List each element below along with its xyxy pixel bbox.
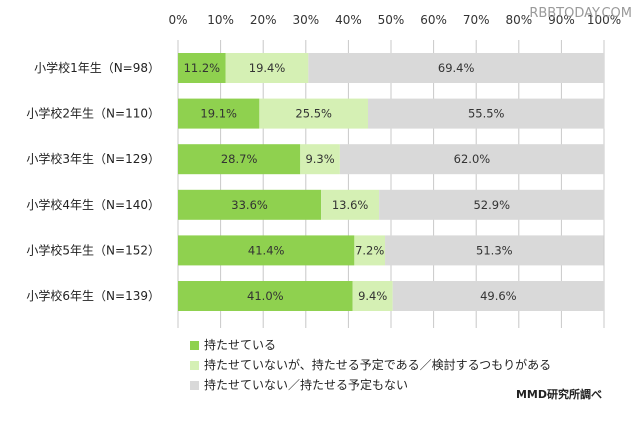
x-tick-label: 50% xyxy=(378,13,405,27)
bar-segment xyxy=(367,98,605,129)
bar-segment xyxy=(178,53,226,83)
bar-segment xyxy=(352,281,393,311)
data-label: 9.4% xyxy=(358,289,387,303)
x-tick-label: 100% xyxy=(587,13,621,27)
data-label: 33.6% xyxy=(231,198,268,212)
bar-segment xyxy=(178,144,301,175)
bar-segment xyxy=(225,53,309,83)
legend-label: 持たせていないが、持たせる予定である／検討するつもりがある xyxy=(204,357,551,372)
data-label: 28.7% xyxy=(221,152,258,166)
site-watermark: RBBTODAY.COM xyxy=(529,6,632,21)
data-label: 51.3% xyxy=(476,243,513,257)
bar-segment xyxy=(178,235,355,266)
bar-segment xyxy=(339,144,604,175)
data-label: 49.6% xyxy=(480,289,517,303)
data-label: 11.2% xyxy=(184,61,221,75)
legend-swatch xyxy=(190,341,199,350)
source-credit: MMD研究所調べ xyxy=(516,387,602,401)
x-tick-label: 10% xyxy=(207,13,234,27)
category-label: 小学校3年生（N=129） xyxy=(26,151,160,166)
legend: 持たせている持たせていないが、持たせる予定である／検討するつもりがある持たせてい… xyxy=(190,337,551,392)
x-tick-label: 70% xyxy=(463,13,490,27)
data-label: 13.6% xyxy=(332,198,369,212)
legend-swatch xyxy=(190,361,199,370)
data-label: 9.3% xyxy=(305,152,334,166)
data-label: 25.5% xyxy=(295,107,332,121)
data-label: 41.0% xyxy=(247,289,284,303)
data-label: 62.0% xyxy=(454,152,491,166)
data-label: 69.4% xyxy=(438,61,475,75)
x-tick-label: 90% xyxy=(548,13,575,27)
category-labels: 小学校1年生（N=98） 小学校2年生（N=110） 小学校3年生（N=129） 小学… xyxy=(26,60,160,303)
data-label: 19.4% xyxy=(249,61,286,75)
category-label: 小学校6年生（N=139） xyxy=(26,288,160,303)
bar-segment xyxy=(392,281,604,311)
x-tick-label: 40% xyxy=(335,13,362,27)
bars: 11.2% 19.4% 69.4% 19.1% 25.5% 55.5% 28.7% 9.3% 6… xyxy=(178,53,605,311)
bar-segment xyxy=(259,98,368,129)
bar-segment xyxy=(321,189,380,220)
category-label: 小学校1年生（N=98） xyxy=(34,60,160,75)
category-label: 小学校4年生（N=140） xyxy=(26,197,160,212)
bar-segment xyxy=(178,98,260,129)
data-label: 7.2% xyxy=(355,243,384,257)
legend-swatch xyxy=(190,381,199,390)
bar-segment xyxy=(178,281,353,311)
data-label: 55.5% xyxy=(468,107,505,121)
x-axis-ticks: 0% 10% 20% 30% 40% 50% 60% 70% 80% 90% 100% xyxy=(168,13,621,27)
bar-segment xyxy=(178,189,322,220)
data-label: 41.4% xyxy=(248,243,285,257)
x-tick-label: 0% xyxy=(168,13,187,27)
gridlines xyxy=(177,40,605,328)
data-label: 52.9% xyxy=(473,198,510,212)
x-tick-label: 60% xyxy=(420,13,447,27)
data-label: 19.1% xyxy=(200,107,237,121)
bar-segment xyxy=(385,235,604,266)
legend-label: 持たせている xyxy=(204,337,276,352)
x-tick-label: 20% xyxy=(250,13,277,27)
category-label: 小学校5年生（N=152） xyxy=(26,242,160,257)
legend-label: 持たせていない／持たせる予定もない xyxy=(204,377,408,392)
x-tick-label: 80% xyxy=(505,13,532,27)
bar-segment xyxy=(379,189,605,220)
x-tick-label: 30% xyxy=(292,13,319,27)
bar-segment xyxy=(354,235,386,266)
bar-segment xyxy=(308,53,604,83)
bar-segment xyxy=(300,144,340,175)
category-label: 小学校2年生（N=110） xyxy=(26,106,160,121)
